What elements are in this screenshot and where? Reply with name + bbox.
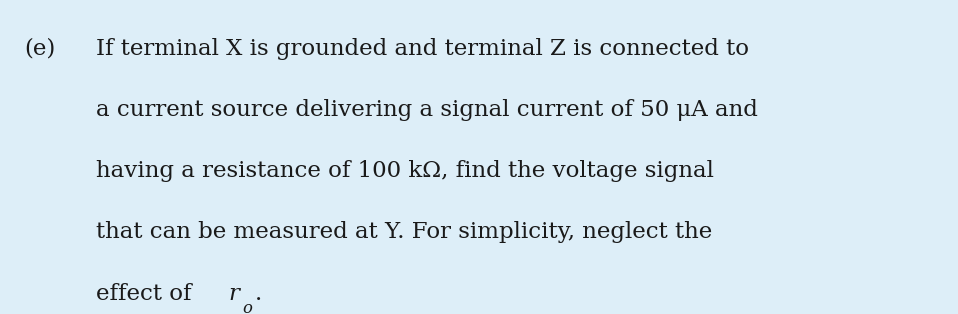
Text: r: r — [228, 283, 240, 305]
Text: effect of: effect of — [96, 283, 198, 305]
Text: o: o — [242, 300, 252, 314]
Text: a current source delivering a signal current of 50 μA and: a current source delivering a signal cur… — [96, 99, 758, 121]
Text: .: . — [255, 283, 262, 305]
Text: having a resistance of 100 kΩ, find the voltage signal: having a resistance of 100 kΩ, find the … — [96, 160, 714, 182]
Text: (e): (e) — [24, 38, 56, 60]
Text: If terminal X is grounded and terminal Z is connected to: If terminal X is grounded and terminal Z… — [96, 38, 749, 60]
Text: that can be measured at Y. For simplicity, neglect the: that can be measured at Y. For simplicit… — [96, 221, 712, 243]
